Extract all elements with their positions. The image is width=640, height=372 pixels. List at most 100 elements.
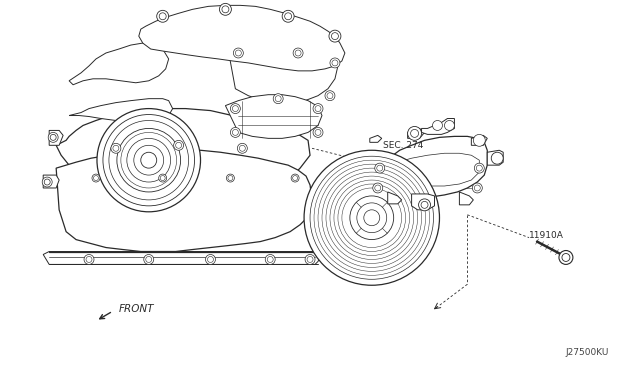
Circle shape — [421, 201, 428, 208]
Circle shape — [444, 121, 454, 131]
Circle shape — [433, 121, 442, 131]
Circle shape — [50, 134, 56, 140]
Circle shape — [42, 177, 52, 187]
Polygon shape — [56, 109, 310, 200]
Circle shape — [327, 93, 333, 99]
Circle shape — [472, 183, 483, 193]
Circle shape — [314, 160, 429, 275]
Polygon shape — [375, 153, 479, 186]
Circle shape — [474, 163, 484, 173]
Circle shape — [322, 168, 422, 267]
Circle shape — [230, 104, 241, 113]
Circle shape — [220, 3, 232, 15]
Circle shape — [236, 50, 241, 56]
Circle shape — [157, 10, 169, 22]
Circle shape — [334, 180, 410, 256]
Polygon shape — [365, 137, 487, 198]
Circle shape — [97, 109, 200, 212]
Circle shape — [313, 128, 323, 137]
Polygon shape — [69, 43, 169, 85]
Circle shape — [159, 13, 166, 20]
Circle shape — [377, 165, 383, 171]
Circle shape — [295, 50, 301, 56]
Circle shape — [227, 174, 234, 182]
Circle shape — [326, 172, 417, 263]
Circle shape — [476, 165, 483, 171]
Text: SEC. 274: SEC. 274 — [383, 141, 423, 150]
Circle shape — [285, 13, 292, 20]
Circle shape — [313, 104, 323, 113]
Polygon shape — [471, 135, 487, 145]
Circle shape — [222, 6, 229, 13]
Circle shape — [372, 183, 383, 193]
Polygon shape — [44, 251, 320, 264]
Circle shape — [282, 10, 294, 22]
Polygon shape — [370, 135, 381, 142]
Circle shape — [364, 210, 380, 226]
Polygon shape — [228, 29, 338, 103]
Circle shape — [330, 176, 413, 259]
Circle shape — [117, 128, 180, 192]
Circle shape — [146, 256, 152, 262]
Circle shape — [93, 176, 99, 180]
Circle shape — [318, 164, 426, 271]
Circle shape — [173, 140, 184, 150]
Circle shape — [342, 188, 402, 247]
Circle shape — [562, 253, 570, 262]
Circle shape — [375, 185, 381, 191]
Circle shape — [559, 250, 573, 264]
Circle shape — [332, 33, 339, 39]
Circle shape — [84, 254, 94, 264]
Circle shape — [86, 256, 92, 262]
Circle shape — [474, 185, 480, 191]
Circle shape — [325, 91, 335, 101]
Circle shape — [144, 254, 154, 264]
Circle shape — [275, 96, 281, 102]
Circle shape — [411, 129, 419, 137]
Circle shape — [175, 142, 182, 148]
Polygon shape — [69, 99, 173, 121]
Circle shape — [92, 174, 100, 182]
Text: 11910A: 11910A — [529, 231, 564, 240]
Circle shape — [239, 145, 245, 151]
Text: J27500KU: J27500KU — [565, 348, 609, 357]
Text: FRONT: FRONT — [119, 304, 154, 314]
Polygon shape — [225, 95, 322, 138]
Circle shape — [268, 256, 273, 262]
Circle shape — [234, 48, 243, 58]
Circle shape — [315, 129, 321, 135]
Circle shape — [127, 138, 171, 182]
Circle shape — [44, 179, 50, 185]
Circle shape — [307, 256, 313, 262]
Circle shape — [141, 152, 157, 168]
Circle shape — [419, 199, 431, 211]
Circle shape — [474, 134, 485, 146]
Circle shape — [357, 203, 387, 232]
Circle shape — [207, 256, 214, 262]
Circle shape — [338, 184, 406, 251]
Circle shape — [205, 254, 216, 264]
Circle shape — [408, 126, 422, 140]
Polygon shape — [408, 128, 424, 138]
Circle shape — [492, 152, 503, 164]
Circle shape — [291, 174, 299, 182]
Circle shape — [159, 174, 166, 182]
Polygon shape — [422, 119, 454, 134]
Circle shape — [109, 121, 189, 200]
Polygon shape — [487, 150, 503, 165]
Circle shape — [330, 58, 340, 68]
Polygon shape — [139, 5, 345, 71]
Circle shape — [273, 94, 283, 104]
Circle shape — [232, 106, 238, 112]
Circle shape — [292, 176, 298, 180]
Polygon shape — [56, 150, 312, 251]
Circle shape — [329, 30, 341, 42]
Circle shape — [304, 150, 440, 285]
Polygon shape — [44, 175, 59, 188]
Circle shape — [315, 106, 321, 112]
Circle shape — [230, 128, 241, 137]
Circle shape — [121, 132, 177, 188]
Circle shape — [305, 254, 315, 264]
Circle shape — [265, 254, 275, 264]
Polygon shape — [49, 131, 63, 145]
